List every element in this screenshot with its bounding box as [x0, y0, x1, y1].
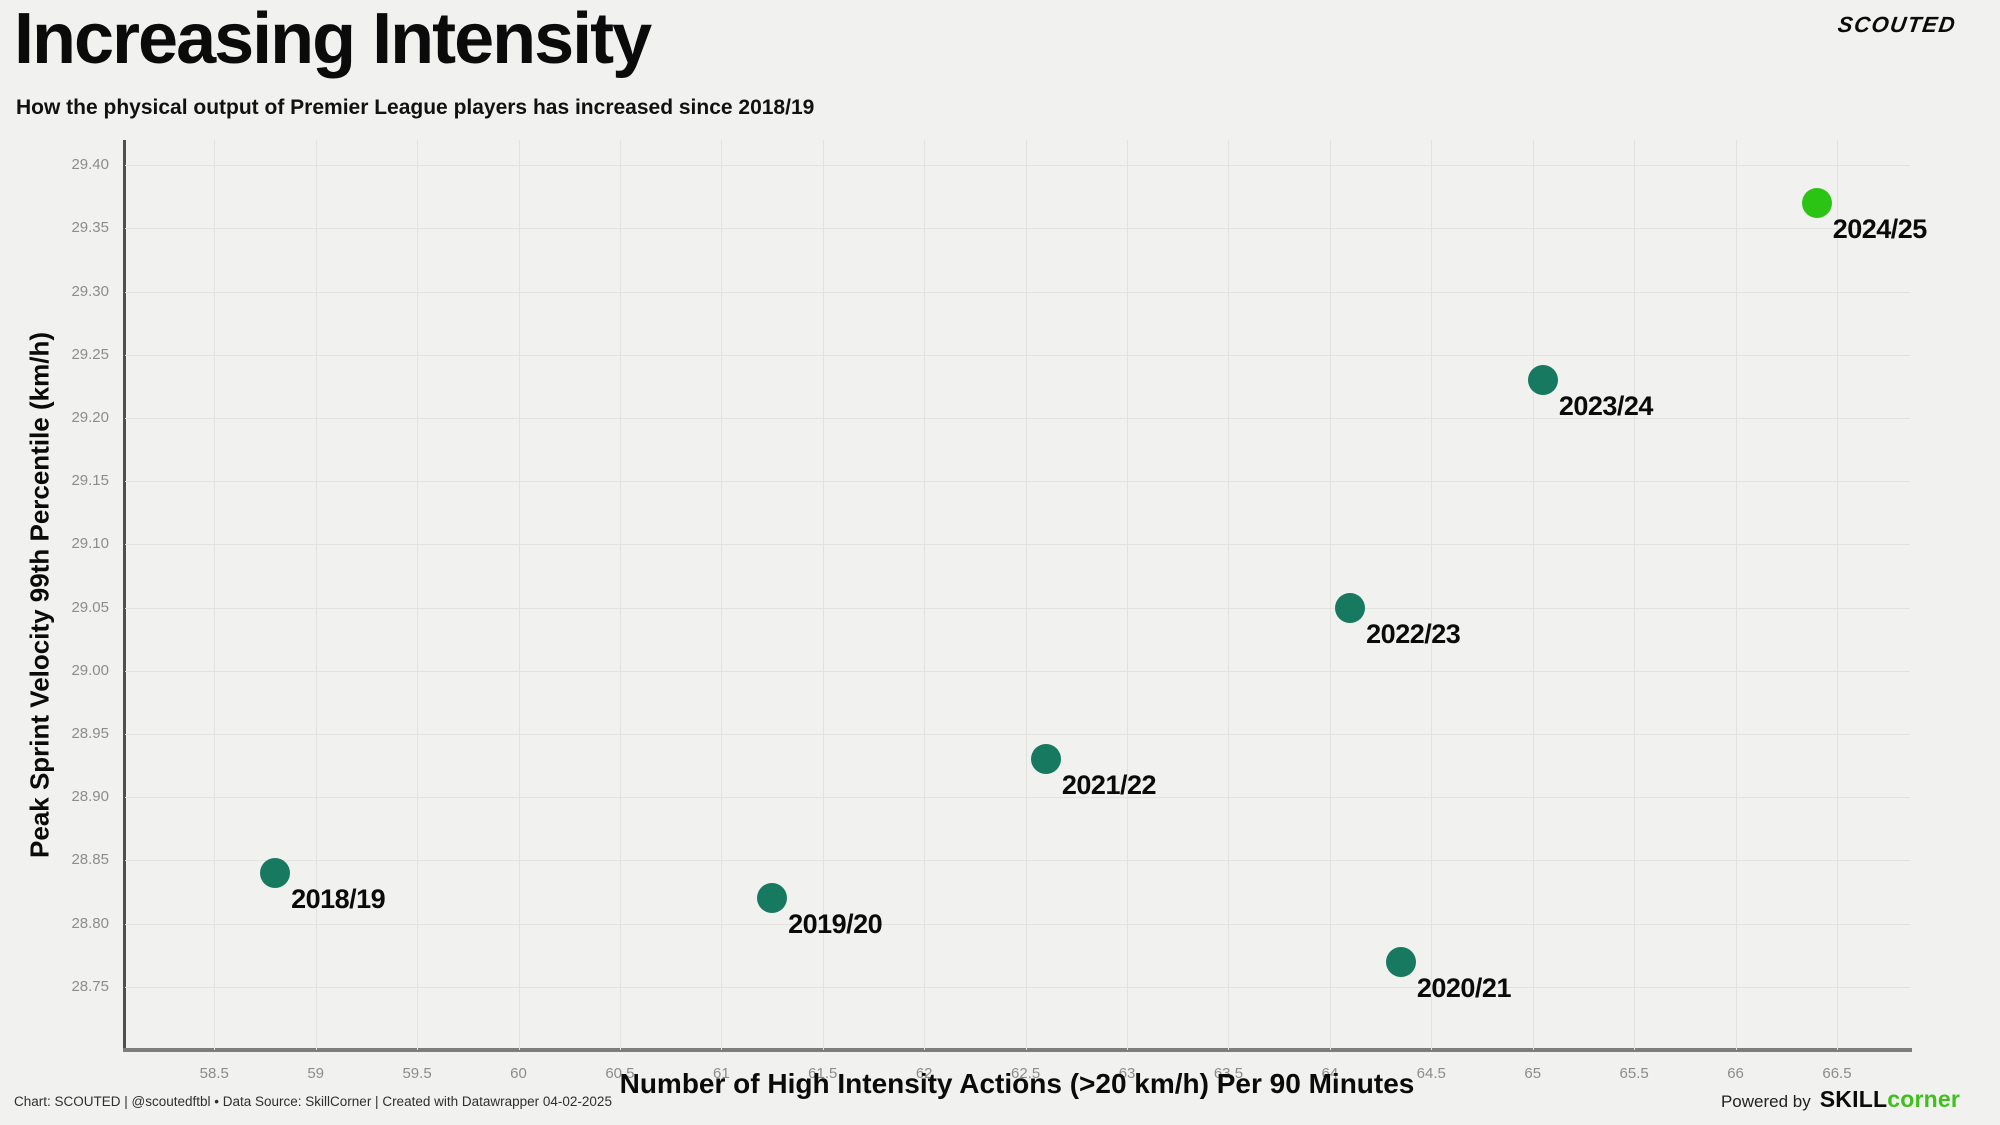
data-point-label-2019-20: 2019/20 [788, 909, 883, 940]
x-tick-label: 63.5 [1213, 1065, 1244, 1082]
gridline-vertical [1431, 140, 1433, 1050]
gridline-vertical [1025, 140, 1027, 1050]
x-tick-label: 60 [510, 1065, 527, 1082]
x-tick-label: 66.5 [1822, 1065, 1852, 1082]
y-tick-label: 29.25 [71, 345, 109, 363]
y-tick-label: 29.40 [71, 156, 109, 174]
gridline-vertical [315, 140, 317, 1050]
data-point-2024-25 [1801, 188, 1832, 219]
skillcorner-logo-skill: SKILL [1819, 1086, 1888, 1112]
data-point-2020-21 [1385, 946, 1416, 977]
powered-by: Powered by SKILLcorner [1721, 1086, 1960, 1113]
page-title: Increasing Intensity [14, 0, 652, 79]
gridline-horizontal [125, 670, 1910, 672]
x-tick-label: 62.5 [1011, 1065, 1041, 1082]
page-subtitle: How the physical output of Premier Leagu… [16, 96, 815, 119]
y-tick-label: 28.95 [71, 725, 109, 743]
gridline-horizontal [125, 354, 1910, 356]
gridline-vertical [924, 140, 926, 1050]
gridline-vertical [1329, 140, 1331, 1050]
gridline-vertical [721, 140, 723, 1050]
x-tick-label: 64.5 [1416, 1065, 1446, 1082]
x-tick-label: 59 [307, 1065, 324, 1082]
data-point-2018-19 [260, 858, 291, 889]
y-tick-label: 28.90 [71, 788, 109, 806]
gridline-vertical [1127, 140, 1129, 1050]
gridline-horizontal [125, 418, 1910, 420]
data-point-2021-22 [1030, 744, 1061, 775]
x-tick-label: 65 [1524, 1065, 1542, 1082]
gridline-horizontal [125, 860, 1910, 862]
y-tick-label: 28.75 [71, 977, 109, 995]
y-tick-label: 28.80 [71, 914, 109, 932]
y-tick-label: 29.35 [71, 219, 109, 237]
gridline-horizontal [125, 986, 1910, 988]
y-tick-label: 29.10 [71, 535, 109, 553]
skillcorner-logo: SKILLcorner [1820, 1086, 1960, 1113]
data-point-label-2022-23: 2022/23 [1366, 618, 1461, 649]
data-point-2022-23 [1335, 592, 1366, 623]
gridline-horizontal [125, 291, 1910, 293]
powered-by-label: Powered by [1720, 1092, 1811, 1111]
x-tick-label: 65.5 [1619, 1065, 1649, 1082]
gridline-vertical [619, 140, 621, 1050]
data-point-label-2021-22: 2021/22 [1061, 770, 1157, 801]
x-axis-line [123, 1048, 1912, 1052]
y-tick-label: 29.00 [71, 661, 109, 679]
gridline-horizontal [125, 544, 1910, 546]
data-point-label-2024-25: 2024/25 [1832, 214, 1928, 245]
gridline-horizontal [125, 165, 1910, 167]
data-point-2023-24 [1527, 365, 1558, 396]
gridline-vertical [1836, 140, 1838, 1050]
x-axis-title: Number of High Intensity Actions (>20 km… [619, 1068, 1415, 1099]
data-point-label-2020-21: 2020/21 [1416, 972, 1512, 1003]
x-tick-label: 61.5 [808, 1065, 838, 1082]
gridline-vertical [417, 140, 419, 1050]
gridline-horizontal [125, 607, 1910, 609]
gridline-horizontal [125, 734, 1910, 736]
data-point-2019-20 [757, 883, 788, 914]
gridline-vertical [1228, 140, 1230, 1050]
x-tick-label: 59.5 [402, 1065, 432, 1082]
data-point-label-2018-19: 2018/19 [291, 884, 386, 915]
data-point-label-2023-24: 2023/24 [1558, 391, 1654, 422]
x-tick-label: 63 [1118, 1065, 1136, 1082]
x-tick-label: 64 [1321, 1065, 1339, 1082]
scouted-logo: SCOUTED [1836, 12, 1958, 37]
x-tick-label: 66 [1727, 1065, 1744, 1082]
gridline-horizontal [125, 923, 1910, 925]
x-tick-label: 62 [915, 1065, 933, 1082]
y-axis-line [123, 140, 126, 1052]
scatter-plot-area: 58.5 59 59.5 60 60.5 61 61.5 62 62.5 63 63.5 64 64.5… [71, 140, 1927, 1082]
x-tick-label: 58.5 [199, 1065, 229, 1082]
y-tick-label: 28.85 [71, 851, 109, 869]
gridline-horizontal [125, 797, 1910, 799]
gridline-vertical [822, 140, 824, 1050]
y-tick-label: 29.05 [71, 598, 109, 616]
skillcorner-logo-corner: corner [1887, 1086, 1960, 1112]
gridline-vertical [518, 140, 520, 1050]
y-tick-label: 29.15 [71, 472, 109, 490]
gridline-vertical [1735, 140, 1737, 1050]
gridline-horizontal [125, 481, 1910, 483]
x-tick-label: 60.5 [605, 1065, 635, 1082]
y-tick-label: 29.20 [71, 409, 109, 427]
y-tick-label: 29.30 [71, 282, 109, 300]
gridline-vertical [214, 140, 216, 1050]
gridline-vertical [1634, 140, 1636, 1050]
gridline-horizontal [125, 228, 1910, 230]
chart-credit: Chart: SCOUTED | @scoutedftbl • Data Sou… [14, 1094, 612, 1109]
gridline-vertical [1532, 140, 1534, 1050]
x-tick-label: 61 [713, 1065, 730, 1082]
